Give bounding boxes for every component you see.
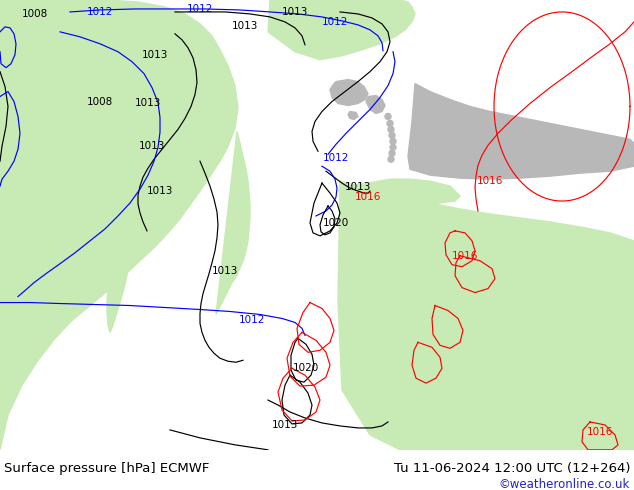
Polygon shape xyxy=(0,0,238,450)
Text: 1013: 1013 xyxy=(135,98,161,108)
Text: 1008: 1008 xyxy=(22,9,48,19)
Text: Surface pressure [hPa] ECMWF: Surface pressure [hPa] ECMWF xyxy=(4,462,209,475)
Circle shape xyxy=(389,132,395,138)
Text: 1012: 1012 xyxy=(239,316,265,325)
Text: 1012: 1012 xyxy=(87,7,113,17)
Circle shape xyxy=(387,121,393,126)
Circle shape xyxy=(388,126,394,132)
Text: Tu 11-06-2024 12:00 UTC (12+264): Tu 11-06-2024 12:00 UTC (12+264) xyxy=(394,462,630,475)
Text: 1016: 1016 xyxy=(587,427,613,437)
Text: 1008: 1008 xyxy=(87,97,113,106)
Text: 1012: 1012 xyxy=(322,17,348,27)
Text: 1013: 1013 xyxy=(212,266,238,276)
Polygon shape xyxy=(107,122,138,332)
Text: 1020: 1020 xyxy=(293,363,319,373)
Text: 1012: 1012 xyxy=(187,4,213,14)
Polygon shape xyxy=(268,0,415,60)
Text: ©weatheronline.co.uk: ©weatheronline.co.uk xyxy=(498,478,630,490)
Polygon shape xyxy=(408,84,634,179)
Circle shape xyxy=(390,144,396,150)
Text: 1013: 1013 xyxy=(139,141,165,151)
Polygon shape xyxy=(338,181,634,450)
Text: 1013: 1013 xyxy=(272,420,298,430)
Polygon shape xyxy=(348,111,358,120)
Text: 1013: 1013 xyxy=(281,7,308,17)
Text: 1012: 1012 xyxy=(323,153,349,163)
Circle shape xyxy=(385,114,391,120)
Circle shape xyxy=(388,156,394,162)
Text: 1013: 1013 xyxy=(345,182,371,192)
Text: 1013: 1013 xyxy=(142,49,168,60)
Text: 1016: 1016 xyxy=(452,251,478,261)
Text: 1016: 1016 xyxy=(355,192,381,202)
Text: 1016: 1016 xyxy=(477,176,503,186)
Polygon shape xyxy=(216,131,250,315)
Circle shape xyxy=(389,150,395,156)
Polygon shape xyxy=(338,179,460,204)
Text: 1013: 1013 xyxy=(147,186,173,196)
Text: 1013: 1013 xyxy=(232,21,258,31)
Polygon shape xyxy=(366,96,385,114)
Polygon shape xyxy=(330,79,368,105)
Text: 1020: 1020 xyxy=(323,218,349,228)
Circle shape xyxy=(390,138,396,144)
